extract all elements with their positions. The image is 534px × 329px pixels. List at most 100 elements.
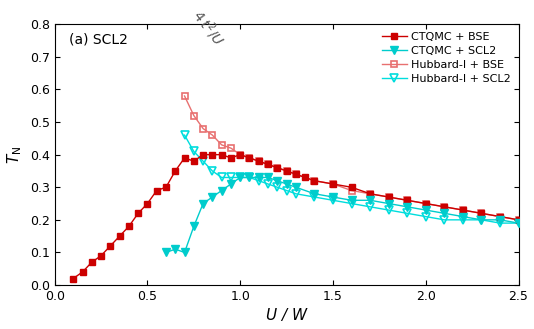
CTQMC + SCL2 xyxy=(182,250,188,254)
CTQMC + SCL2 xyxy=(348,198,355,202)
CTQMC + SCL2 xyxy=(274,179,280,183)
CTQMC + SCL2 xyxy=(227,182,234,186)
Hubbard-I + BSE xyxy=(422,202,429,206)
Hubbard-I + SCL2 xyxy=(386,208,392,212)
CTQMC + BSE xyxy=(125,224,132,228)
CTQMC + BSE xyxy=(515,218,522,222)
CTQMC + BSE xyxy=(274,166,280,170)
Hubbard-I + SCL2 xyxy=(218,175,225,179)
Line: Hubbard-I + BSE: Hubbard-I + BSE xyxy=(182,93,522,223)
CTQMC + SCL2 xyxy=(218,189,225,192)
Hubbard-I + SCL2 xyxy=(497,221,503,225)
CTQMC + BSE xyxy=(209,153,216,157)
CTQMC + SCL2 xyxy=(246,175,253,179)
Hubbard-I + BSE xyxy=(460,208,466,212)
X-axis label: U / W: U / W xyxy=(266,309,307,323)
CTQMC + BSE xyxy=(284,169,290,173)
Hubbard-I + BSE xyxy=(182,94,188,98)
Hubbard-I + SCL2 xyxy=(348,202,355,206)
Hubbard-I + SCL2 xyxy=(478,218,484,222)
CTQMC + BSE xyxy=(89,260,95,264)
CTQMC + BSE xyxy=(107,244,114,248)
Hubbard-I + BSE xyxy=(265,163,271,166)
CTQMC + BSE xyxy=(246,156,253,160)
Hubbard-I + BSE xyxy=(515,218,522,222)
CTQMC + BSE xyxy=(422,202,429,206)
CTQMC + BSE xyxy=(116,234,123,238)
CTQMC + BSE xyxy=(367,192,373,196)
Hubbard-I + BSE xyxy=(218,143,225,147)
CTQMC + SCL2 xyxy=(441,211,447,215)
Hubbard-I + SCL2 xyxy=(404,211,411,215)
Text: $4\,t^2/U$: $4\,t^2/U$ xyxy=(189,6,229,50)
CTQMC + BSE xyxy=(330,182,336,186)
Hubbard-I + BSE xyxy=(330,182,336,186)
Hubbard-I + SCL2 xyxy=(284,189,290,192)
Hubbard-I + BSE xyxy=(386,195,392,199)
Hubbard-I + SCL2 xyxy=(367,205,373,209)
Hubbard-I + SCL2 xyxy=(293,192,299,196)
CTQMC + SCL2 xyxy=(256,175,262,179)
CTQMC + BSE xyxy=(293,172,299,176)
CTQMC + SCL2 xyxy=(293,185,299,189)
Hubbard-I + SCL2 xyxy=(209,169,216,173)
CTQMC + BSE xyxy=(172,169,178,173)
Text: (a) SCL2: (a) SCL2 xyxy=(68,32,128,46)
Hubbard-I + SCL2 xyxy=(182,133,188,137)
CTQMC + BSE xyxy=(256,159,262,163)
Hubbard-I + BSE xyxy=(311,179,318,183)
Hubbard-I + SCL2 xyxy=(330,198,336,202)
CTQMC + BSE xyxy=(237,153,244,157)
CTQMC + BSE xyxy=(218,153,225,157)
CTQMC + BSE xyxy=(441,205,447,209)
Hubbard-I + BSE xyxy=(246,156,253,160)
CTQMC + BSE xyxy=(79,270,85,274)
Hubbard-I + SCL2 xyxy=(441,218,447,222)
CTQMC + BSE xyxy=(460,208,466,212)
CTQMC + BSE xyxy=(478,211,484,215)
Hubbard-I + BSE xyxy=(256,159,262,163)
Hubbard-I + BSE xyxy=(367,192,373,196)
Hubbard-I + SCL2 xyxy=(246,175,253,179)
CTQMC + BSE xyxy=(144,202,151,206)
Hubbard-I + SCL2 xyxy=(227,175,234,179)
CTQMC + SCL2 xyxy=(478,218,484,222)
CTQMC + BSE xyxy=(497,215,503,218)
Hubbard-I + SCL2 xyxy=(274,185,280,189)
CTQMC + SCL2 xyxy=(515,221,522,225)
CTQMC + SCL2 xyxy=(460,215,466,218)
Y-axis label: $T_\mathrm{N}$: $T_\mathrm{N}$ xyxy=(5,145,24,164)
CTQMC + BSE xyxy=(348,185,355,189)
CTQMC + SCL2 xyxy=(386,202,392,206)
CTQMC + BSE xyxy=(153,189,160,192)
CTQMC + BSE xyxy=(404,198,411,202)
CTQMC + BSE xyxy=(163,185,169,189)
Hubbard-I + BSE xyxy=(284,169,290,173)
Legend: CTQMC + BSE, CTQMC + SCL2, Hubbard-I + BSE, Hubbard-I + SCL2: CTQMC + BSE, CTQMC + SCL2, Hubbard-I + B… xyxy=(380,30,513,86)
CTQMC + SCL2 xyxy=(237,175,244,179)
Hubbard-I + BSE xyxy=(227,146,234,150)
CTQMC + SCL2 xyxy=(200,202,206,206)
CTQMC + BSE xyxy=(98,254,104,258)
Hubbard-I + SCL2 xyxy=(265,182,271,186)
Hubbard-I + BSE xyxy=(237,153,244,157)
CTQMC + BSE xyxy=(200,153,206,157)
CTQMC + BSE xyxy=(191,159,197,163)
Hubbard-I + BSE xyxy=(293,172,299,176)
Hubbard-I + BSE xyxy=(441,205,447,209)
Hubbard-I + BSE xyxy=(274,166,280,170)
Hubbard-I + SCL2 xyxy=(191,149,197,153)
CTQMC + SCL2 xyxy=(330,195,336,199)
Hubbard-I + SCL2 xyxy=(460,218,466,222)
CTQMC + SCL2 xyxy=(209,195,216,199)
Hubbard-I + BSE xyxy=(191,114,197,117)
Hubbard-I + BSE xyxy=(497,215,503,218)
Hubbard-I + BSE xyxy=(404,198,411,202)
Hubbard-I + BSE xyxy=(209,133,216,137)
CTQMC + BSE xyxy=(135,211,142,215)
CTQMC + SCL2 xyxy=(404,205,411,209)
Hubbard-I + SCL2 xyxy=(515,221,522,225)
Hubbard-I + SCL2 xyxy=(311,195,318,199)
CTQMC + SCL2 xyxy=(172,247,178,251)
Hubbard-I + BSE xyxy=(348,189,355,192)
